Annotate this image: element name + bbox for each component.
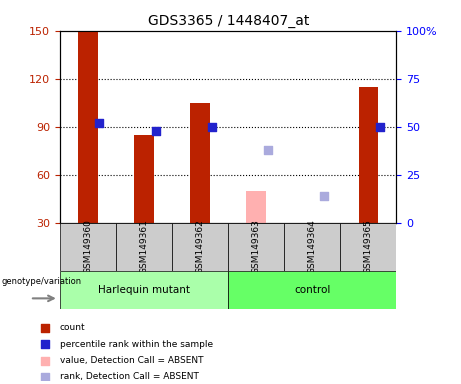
Bar (190, 103, 210, 223)
Bar (228, 271, 396, 309)
Bar (116, 223, 172, 271)
Text: GSM149364: GSM149364 (308, 219, 317, 274)
Bar (228, 223, 284, 271)
Text: GSM149360: GSM149360 (83, 219, 93, 274)
Text: value, Detection Call = ABSENT: value, Detection Call = ABSENT (59, 356, 203, 365)
Text: rank, Detection Call = ABSENT: rank, Detection Call = ABSENT (59, 372, 199, 381)
Point (152, 127, 159, 134)
Bar (359, 87, 378, 223)
Text: GSM149362: GSM149362 (195, 219, 205, 274)
Bar (60, 223, 116, 271)
Text: percentile rank within the sample: percentile rank within the sample (59, 340, 213, 349)
Text: GSM149365: GSM149365 (364, 219, 373, 274)
Bar (60, 271, 228, 309)
Bar (247, 191, 266, 223)
Point (41, 341, 49, 347)
Text: GSM149363: GSM149363 (252, 219, 261, 274)
Point (264, 147, 272, 153)
Point (41, 374, 49, 380)
Bar (78, 31, 98, 223)
Point (376, 124, 384, 130)
Bar (284, 223, 340, 271)
Point (320, 193, 327, 199)
Bar (172, 223, 228, 271)
Point (208, 124, 215, 130)
Text: GSM149361: GSM149361 (140, 219, 148, 274)
Text: genotype/variation: genotype/variation (1, 277, 81, 286)
Point (41, 325, 49, 331)
Text: control: control (294, 285, 331, 295)
Text: count: count (59, 323, 85, 333)
Point (96, 120, 103, 126)
Bar (134, 135, 154, 223)
Text: Harlequin mutant: Harlequin mutant (98, 285, 190, 295)
Bar (340, 223, 396, 271)
Title: GDS3365 / 1448407_at: GDS3365 / 1448407_at (148, 14, 309, 28)
Point (41, 358, 49, 364)
